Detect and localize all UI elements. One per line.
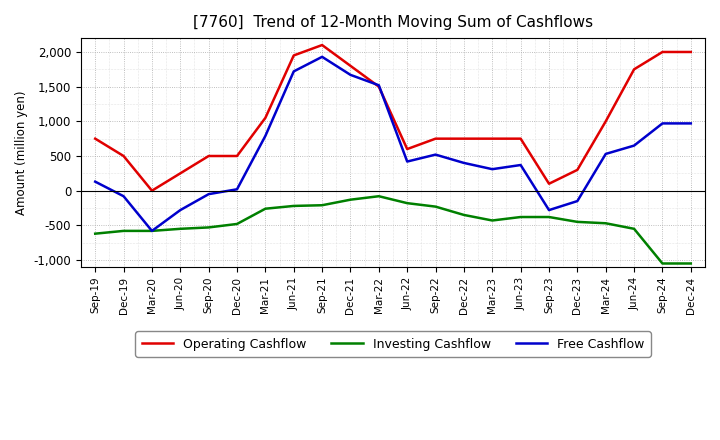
Operating Cashflow — [289, 53, 298, 58]
Investing Cashflow — [91, 231, 99, 236]
Investing Cashflow — [318, 202, 326, 208]
Investing Cashflow — [488, 218, 497, 223]
Operating Cashflow — [431, 136, 440, 141]
Free Cashflow — [516, 162, 525, 168]
Investing Cashflow — [573, 219, 582, 224]
Investing Cashflow — [431, 204, 440, 209]
Investing Cashflow — [233, 221, 241, 227]
Line: Operating Cashflow: Operating Cashflow — [95, 45, 690, 191]
Investing Cashflow — [176, 226, 184, 231]
Free Cashflow — [488, 166, 497, 172]
Free Cashflow — [601, 151, 610, 157]
Operating Cashflow — [630, 67, 639, 72]
Free Cashflow — [176, 207, 184, 213]
Investing Cashflow — [686, 261, 695, 266]
Free Cashflow — [148, 228, 156, 234]
Free Cashflow — [630, 143, 639, 148]
Free Cashflow — [573, 198, 582, 204]
Line: Investing Cashflow: Investing Cashflow — [95, 196, 690, 264]
Operating Cashflow — [658, 49, 667, 55]
Title: [7760]  Trend of 12-Month Moving Sum of Cashflows: [7760] Trend of 12-Month Moving Sum of C… — [193, 15, 593, 30]
Free Cashflow — [459, 160, 468, 165]
Operating Cashflow — [374, 84, 383, 89]
Operating Cashflow — [403, 147, 412, 152]
Operating Cashflow — [204, 154, 213, 159]
Operating Cashflow — [233, 154, 241, 159]
Free Cashflow — [318, 54, 326, 59]
Free Cashflow — [91, 179, 99, 184]
Operating Cashflow — [516, 136, 525, 141]
Investing Cashflow — [516, 214, 525, 220]
Operating Cashflow — [686, 49, 695, 55]
Free Cashflow — [686, 121, 695, 126]
Operating Cashflow — [459, 136, 468, 141]
Free Cashflow — [204, 191, 213, 197]
Investing Cashflow — [120, 228, 128, 234]
Operating Cashflow — [346, 63, 355, 69]
Investing Cashflow — [630, 226, 639, 231]
Free Cashflow — [431, 152, 440, 157]
Operating Cashflow — [488, 136, 497, 141]
Free Cashflow — [374, 83, 383, 88]
Free Cashflow — [233, 187, 241, 192]
Investing Cashflow — [403, 201, 412, 206]
Operating Cashflow — [91, 136, 99, 141]
Investing Cashflow — [459, 213, 468, 218]
Line: Free Cashflow: Free Cashflow — [95, 57, 690, 231]
Y-axis label: Amount (million yen): Amount (million yen) — [15, 90, 28, 215]
Investing Cashflow — [204, 225, 213, 230]
Free Cashflow — [658, 121, 667, 126]
Free Cashflow — [403, 159, 412, 164]
Investing Cashflow — [289, 203, 298, 209]
Operating Cashflow — [601, 119, 610, 124]
Investing Cashflow — [374, 194, 383, 199]
Investing Cashflow — [148, 228, 156, 234]
Free Cashflow — [346, 72, 355, 77]
Operating Cashflow — [148, 188, 156, 193]
Operating Cashflow — [545, 181, 554, 187]
Investing Cashflow — [346, 197, 355, 202]
Free Cashflow — [261, 133, 270, 139]
Operating Cashflow — [318, 42, 326, 48]
Operating Cashflow — [573, 167, 582, 172]
Operating Cashflow — [261, 115, 270, 121]
Investing Cashflow — [545, 214, 554, 220]
Operating Cashflow — [120, 154, 128, 159]
Operating Cashflow — [176, 171, 184, 176]
Investing Cashflow — [601, 220, 610, 226]
Legend: Operating Cashflow, Investing Cashflow, Free Cashflow: Operating Cashflow, Investing Cashflow, … — [135, 331, 651, 357]
Free Cashflow — [545, 207, 554, 213]
Free Cashflow — [289, 69, 298, 74]
Investing Cashflow — [261, 206, 270, 211]
Free Cashflow — [120, 194, 128, 199]
Investing Cashflow — [658, 261, 667, 266]
